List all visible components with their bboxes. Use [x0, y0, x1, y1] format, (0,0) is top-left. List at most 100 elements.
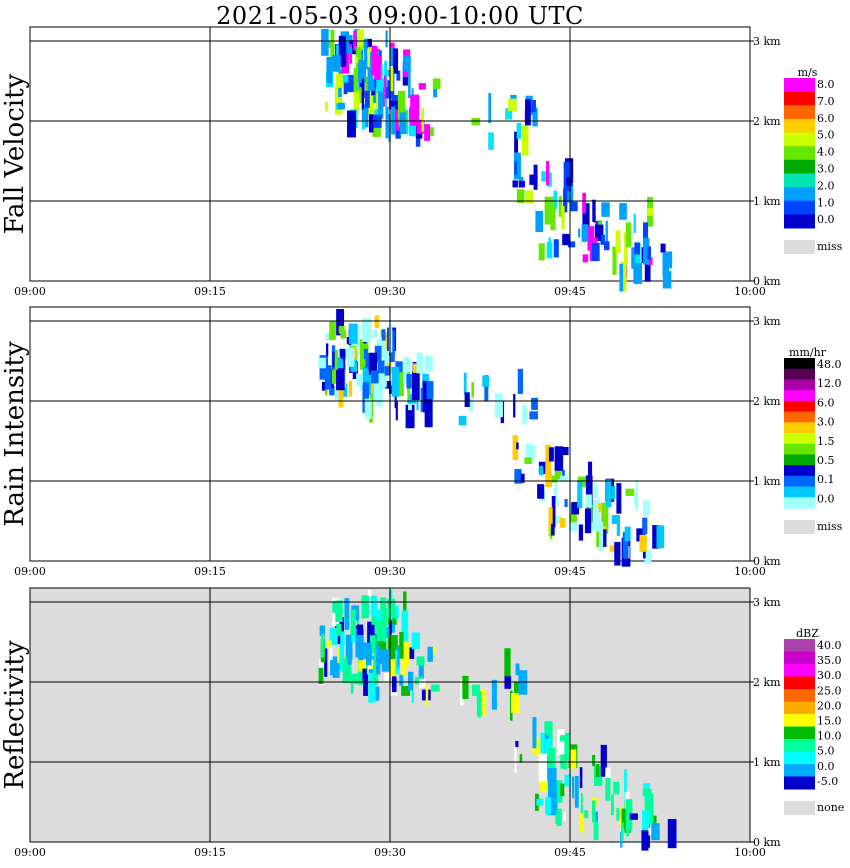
echo-cell: [366, 90, 375, 116]
echo-cell: [355, 46, 362, 71]
echo-cell: [512, 180, 518, 188]
legend-swatch: [784, 368, 815, 380]
legend-swatch: [784, 379, 815, 391]
chart-title: 2021-05-03 09:00-10:00 UTC: [216, 2, 584, 30]
x-tick-label: 10:00: [734, 565, 766, 578]
legend-swatch: [784, 751, 815, 765]
echo-cell: [419, 678, 426, 688]
echo-cell: [407, 394, 417, 404]
legend-label: 35.0: [817, 654, 842, 667]
echo-cell: [631, 247, 638, 269]
echo-cell: [591, 800, 596, 823]
echo-cell: [488, 132, 494, 150]
echo-cell: [611, 514, 620, 524]
echo-cell: [579, 813, 584, 833]
echo-cell: [525, 99, 531, 126]
echo-cell: [532, 716, 537, 749]
echo-cell: [647, 246, 652, 260]
echo-cell: [388, 88, 393, 110]
echo-cell: [516, 189, 525, 203]
echo-cell: [508, 98, 517, 112]
echo-cell: [387, 598, 396, 618]
legend-label: 5.0: [817, 129, 835, 142]
echo-cell: [647, 257, 653, 266]
echo-cell: [621, 822, 624, 841]
echo-cell: [482, 375, 490, 387]
echo-cell: [421, 108, 425, 132]
legend-label: 2.0: [817, 179, 835, 192]
echo-cell: [521, 125, 529, 156]
echo-cell: [610, 794, 614, 816]
echo-cell: [363, 643, 367, 658]
echo-cell: [411, 632, 421, 650]
legend-label: 20.0: [817, 699, 842, 712]
echo-cell: [349, 47, 353, 54]
echo-cell: [570, 201, 578, 212]
echo-cell: [339, 643, 345, 672]
echo-cell: [561, 469, 565, 480]
echo-cell: [598, 522, 604, 552]
echo-cell: [578, 524, 584, 541]
y-tick-label: 1 km: [753, 195, 781, 208]
echo-cell: [368, 46, 372, 75]
echo-cell: [484, 375, 489, 402]
echo-cell: [418, 83, 426, 90]
echo-cell: [601, 502, 609, 534]
legend-label: 1.5: [817, 435, 835, 448]
echo-cell: [541, 780, 550, 791]
echo-cell: [346, 74, 356, 93]
echo-cell: [424, 124, 431, 141]
echo-cell: [395, 401, 398, 421]
echo-cell: [368, 672, 376, 703]
legend-unit: dBZ: [796, 627, 819, 640]
echo-cell: [411, 690, 414, 704]
echo-cell: [545, 444, 552, 475]
echo-cell: [544, 756, 551, 789]
echo-cell: [514, 682, 520, 696]
echo-cell: [363, 348, 368, 360]
echo-cell: [389, 659, 396, 677]
echo-cell: [619, 203, 627, 220]
legend-missing-swatch: [784, 801, 815, 815]
echo-cell: [332, 660, 336, 672]
echo-cell: [591, 242, 600, 262]
echo-cell: [372, 665, 377, 682]
legend-label: 0.0: [817, 492, 835, 505]
echo-cell: [517, 368, 523, 394]
echo-cell: [472, 684, 480, 696]
legend-swatch: [784, 639, 815, 652]
echo-cell: [363, 642, 372, 666]
x-tick-label: 10:00: [734, 285, 766, 298]
echo-cell: [351, 633, 357, 643]
y-tick-label: 0 km: [753, 275, 781, 288]
echo-cell: [513, 152, 521, 180]
echo-cell: [597, 503, 602, 513]
echo-cell: [603, 241, 610, 251]
echo-cell: [557, 729, 565, 755]
echo-cell: [605, 767, 611, 778]
echo-cell: [616, 519, 620, 536]
echo-cell: [644, 258, 651, 282]
echo-cell: [525, 190, 534, 204]
echo-cell: [361, 104, 369, 128]
echo-cell: [361, 318, 371, 342]
echo-cell: [662, 271, 672, 289]
echo-cell: [362, 668, 367, 682]
echo-cell: [318, 667, 324, 684]
echo-cell: [346, 347, 355, 367]
echo-cell: [600, 744, 607, 777]
y-tick-label: 3 km: [753, 596, 781, 609]
echo-cell: [385, 80, 394, 99]
echo-cell: [544, 196, 554, 225]
echo-cell: [368, 352, 378, 375]
echo-cell: [343, 79, 348, 95]
echo-cell: [347, 110, 356, 138]
legend-label: 3.0: [817, 163, 835, 176]
echo-cell: [593, 483, 598, 499]
echo-cell: [414, 676, 423, 685]
x-tick-label: 09:00: [14, 285, 46, 298]
echo-cell: [424, 355, 433, 372]
echo-cell: [334, 349, 338, 370]
echo-cell: [557, 498, 560, 507]
